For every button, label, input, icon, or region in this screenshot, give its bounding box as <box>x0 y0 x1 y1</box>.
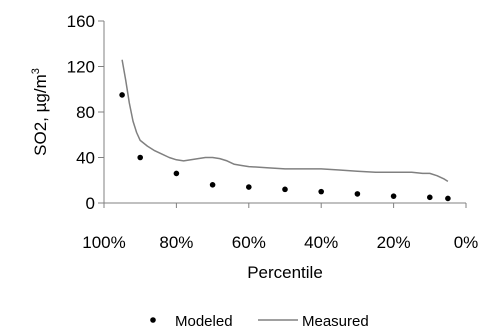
x-tick-label: 20% <box>377 233 411 252</box>
plot-area: 0 40 80 120 160 100% 80% 60% 40% 20% 0% <box>67 12 479 252</box>
x-ticks: 100% 80% 60% 40% 20% 0% <box>82 203 478 252</box>
modeled-point <box>137 154 143 161</box>
x-tick-label: 100% <box>82 233 125 252</box>
y-tick-label: 160 <box>67 12 95 31</box>
y-axis-title: SO2, µg/m3 <box>30 68 50 156</box>
legend: Modeled Measured <box>150 313 369 330</box>
y-ticks: 0 40 80 120 160 <box>67 12 104 213</box>
x-tick-label: 80% <box>159 233 193 252</box>
modeled-point <box>119 92 125 98</box>
y-tick-label: 80 <box>76 103 95 122</box>
measured-line <box>121 59 449 183</box>
x-axis-title: Percentile <box>247 263 323 282</box>
modeled-point <box>318 188 325 195</box>
modeled-point <box>390 193 397 199</box>
legend-marker-modeled <box>150 317 156 323</box>
x-tick-label: 40% <box>304 233 338 252</box>
modeled-point <box>354 191 361 197</box>
modeled-point <box>209 182 216 188</box>
modeled-point <box>445 195 451 202</box>
measured-series <box>121 59 449 183</box>
modeled-point <box>282 186 288 193</box>
x-tick-label: 60% <box>232 233 266 252</box>
modeled-point <box>246 184 252 190</box>
x-tick-label: 0% <box>454 233 479 252</box>
y-tick-label: 120 <box>67 58 95 77</box>
modeled-point <box>173 170 180 177</box>
legend-label-measured: Measured <box>302 313 369 330</box>
modeled-point <box>427 194 433 201</box>
legend-label-modeled: Modeled <box>175 313 233 330</box>
y-axis-title-superscript: 3 <box>30 68 42 74</box>
modeled-series <box>119 92 451 202</box>
y-tick-label: 40 <box>76 149 95 168</box>
y-axis-title-main: SO2, µg/m <box>31 74 50 156</box>
y-tick-label: 0 <box>86 194 95 213</box>
